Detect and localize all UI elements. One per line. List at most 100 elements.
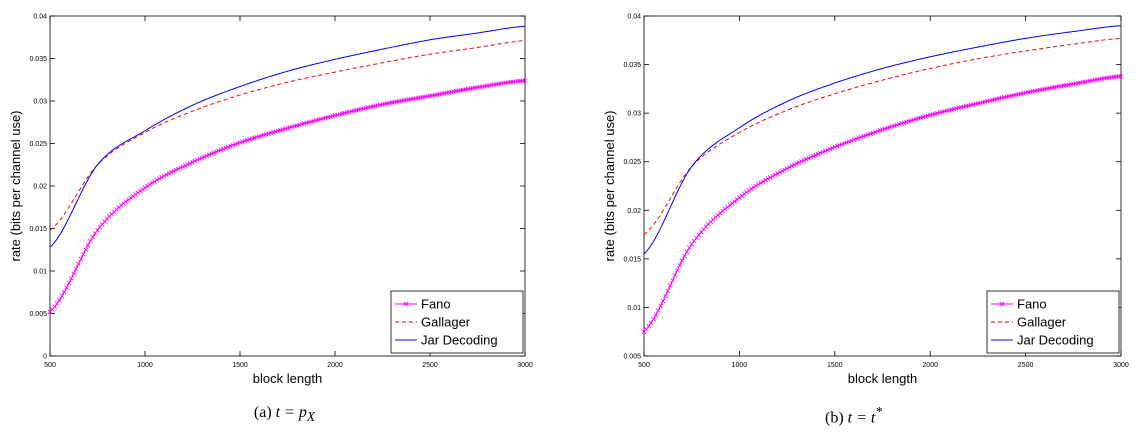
marker-x [811, 153, 816, 159]
series-line-jar-decoding [49, 25, 526, 248]
marker-x [171, 168, 176, 174]
marker-x [822, 148, 828, 154]
marker-x [839, 141, 845, 147]
y-tick-label: 0.005 [623, 354, 641, 361]
y-tick-label: 0 [43, 354, 47, 361]
marker-x [92, 231, 98, 236]
marker-x [803, 156, 809, 162]
marker-x [744, 189, 749, 195]
marker-x [85, 243, 91, 248]
marker-x [677, 263, 683, 268]
marker-x [787, 164, 792, 170]
marker-x [827, 146, 833, 152]
marker-x [651, 316, 656, 322]
marker-x [221, 146, 226, 152]
marker-x [665, 288, 671, 294]
y-tick-label: 0.02 [627, 208, 641, 215]
marker-x [178, 165, 183, 171]
x-tick-label: 3000 [517, 362, 533, 369]
x-axis-label: block length [253, 371, 322, 386]
marker-x [145, 183, 150, 189]
marker-x [211, 150, 217, 155]
marker-x [185, 162, 191, 167]
series-line-jar-decoding [643, 25, 1122, 255]
x-tick-label: 2500 [1018, 362, 1034, 369]
marker-x [147, 182, 153, 187]
x-tick-label: 3000 [1113, 362, 1129, 369]
chart-b: 500 1000 1500 2000 2500 3000 0.005 0.01 0.015 0.0… [602, 14, 1129, 387]
marker-x [175, 166, 181, 172]
marker-x [825, 147, 830, 153]
marker-x [694, 235, 699, 241]
marker-x [95, 227, 100, 233]
marker-x [69, 276, 74, 281]
marker-x [739, 193, 745, 199]
series-line-gallager [643, 37, 1122, 235]
marker-x [660, 298, 666, 304]
x-tick-label: 2000 [922, 362, 938, 369]
marker-x [789, 163, 795, 169]
marker-x [772, 172, 778, 178]
marker-x [192, 158, 198, 164]
marker-x [202, 154, 207, 160]
marker-x [672, 273, 678, 278]
y-tick-label: 0.035 [29, 56, 47, 63]
marker-x [206, 152, 212, 157]
marker-x [691, 238, 697, 244]
x-tick-label: 500 [44, 362, 56, 369]
marker-x [64, 285, 69, 290]
marker-x [54, 301, 60, 306]
marker-x [777, 170, 783, 175]
marker-x [194, 157, 200, 163]
marker-x [808, 154, 814, 160]
x-tick-label: 1500 [827, 362, 843, 369]
marker-x [749, 186, 754, 192]
marker-x [782, 167, 787, 173]
marker-x [183, 163, 188, 168]
plot-frame [643, 15, 1122, 357]
series-line-gallager [49, 40, 526, 231]
caption-a-label: (a) [253, 404, 272, 421]
marker-x [794, 161, 799, 166]
marker-x [161, 173, 167, 179]
marker-x [73, 266, 79, 272]
marker-x [159, 174, 164, 180]
chart-panel-a: 500 1000 1500 2000 2500 3000 0 0.005 0.01 0.015 0.… [0, 14, 569, 425]
marker-x [858, 134, 864, 140]
marker-x [849, 138, 854, 143]
x-axis-label: block length [848, 371, 917, 386]
marker-x [689, 242, 694, 247]
marker-x [801, 158, 807, 163]
marker-x [218, 147, 224, 153]
marker-x [784, 166, 790, 171]
marker-x [806, 155, 811, 161]
marker-x [830, 145, 835, 151]
marker-x [753, 183, 759, 189]
marker-x [770, 173, 776, 179]
caption-a: (a) t = pX [0, 404, 569, 425]
marker-x [834, 143, 840, 149]
marker-x [164, 172, 169, 178]
marker-x [137, 188, 143, 194]
y-tick-label: 0.015 [29, 226, 47, 233]
marker-x [1118, 73, 1124, 79]
x-tick-label: 1000 [732, 362, 748, 369]
caption-b-sup: * [875, 404, 882, 419]
marker-x [799, 159, 804, 164]
caption-b-label: (b) [824, 409, 844, 427]
marker-x [213, 149, 219, 155]
caption-b-math: t = t [847, 409, 876, 427]
y-tick-label: 0.04 [33, 14, 47, 21]
y-tick-label: 0.035 [623, 62, 641, 69]
marker-x [751, 185, 756, 190]
marker-x [204, 153, 210, 159]
marker-x [670, 278, 675, 283]
marker-x [851, 137, 857, 143]
marker-x [173, 167, 179, 173]
marker-x [844, 140, 850, 145]
marker-x [682, 253, 687, 259]
marker-x [187, 161, 193, 166]
caption-a-math: t = p [275, 404, 307, 421]
marker-x [190, 159, 195, 165]
marker-x [842, 141, 847, 146]
